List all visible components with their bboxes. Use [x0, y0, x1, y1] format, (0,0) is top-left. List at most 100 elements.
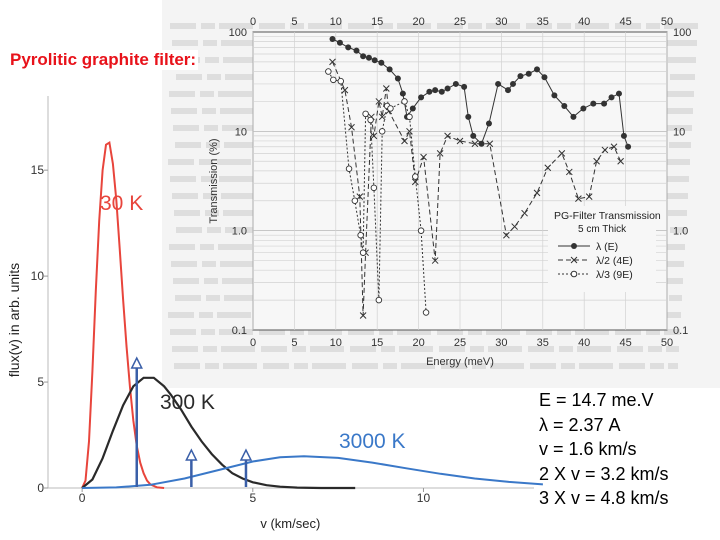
pg-point-filled	[444, 85, 451, 92]
pg-point-filled	[438, 88, 445, 95]
pg-point-cross	[533, 189, 541, 197]
pg-point-cross	[511, 223, 519, 230]
pg-point-cross	[486, 140, 494, 148]
pg-point-filled	[505, 87, 512, 94]
pg-point-filled	[570, 113, 577, 120]
pg-x-tick-top: 45	[619, 16, 631, 28]
pg-point-open	[351, 197, 359, 205]
pg-point-filled	[371, 57, 378, 64]
pg-point-filled	[378, 59, 385, 66]
pg-point-open	[401, 98, 408, 105]
flux-y-tick-label: 5	[37, 375, 44, 389]
pg-point-cross	[585, 193, 593, 201]
velocity-arrow-head	[239, 448, 253, 461]
wavelength-line: λ = 2.37 A	[539, 414, 621, 435]
flux-y-tick-label: 0	[37, 481, 44, 495]
pg-point-open	[325, 68, 332, 75]
pg-point-cross	[401, 137, 408, 145]
pg-y-tick-right: 0.1	[673, 325, 688, 337]
flux-velocity-chart: 0 5 10 15 0 5 10 v (km/sec) flux(v) in arb. unit…	[0, 96, 543, 540]
pg-y-tick-left: 1.0	[232, 226, 247, 238]
flux-x-axis-label: v (km/sec)	[260, 516, 320, 531]
pg-point-cross	[593, 157, 600, 165]
pg-point-filled	[541, 74, 548, 81]
pg-legend-marker	[570, 270, 578, 278]
pg-point-filled	[465, 113, 472, 120]
pg-point-filled	[470, 132, 477, 139]
pg-point-open	[330, 76, 337, 84]
pg-y-tick-right: 1.0	[673, 226, 688, 238]
pg-transmission-chart: 0 0 5 5 10 10 15 15 20 20 25 25 30 30 35 35 40 40 45 45 50 50…	[208, 16, 691, 368]
pg-point-filled	[418, 94, 425, 101]
pg-legend-marker	[570, 256, 578, 264]
pg-point-filled	[495, 80, 502, 87]
pg-x-tick-top: 50	[661, 16, 673, 28]
flux-background-bottom	[162, 388, 534, 540]
velocity-arrow-head	[185, 448, 198, 461]
pg-point-cross	[378, 113, 386, 121]
pg-x-tick-top: 15	[371, 16, 383, 28]
pg-point-filled	[580, 105, 587, 112]
pg-point-filled	[409, 105, 416, 112]
pg-point-cross	[359, 312, 367, 319]
pg-point-filled	[452, 80, 459, 87]
pg-point-filled	[432, 87, 439, 94]
pg-point-filled	[608, 94, 615, 101]
flux-y-tick-label: 15	[31, 163, 45, 177]
flux-curve-label: 300 K	[160, 391, 215, 414]
flux-x-tick-label: 10	[417, 491, 431, 505]
pg-point-filled	[461, 83, 468, 90]
pg-point-filled	[426, 88, 433, 95]
pg-y-axis-label: Transmission (%)	[208, 138, 220, 223]
pg-point-filled	[534, 66, 541, 73]
pg-point-filled	[509, 80, 516, 87]
pg-x-tick-top: 20	[412, 16, 424, 28]
flux-curve-3	[82, 455, 543, 489]
pg-point-filled	[561, 102, 568, 109]
slide-title: Pyrolitic graphite filter:	[8, 50, 199, 70]
pg-legend-marker	[571, 243, 577, 249]
pg-point-filled	[360, 53, 367, 60]
pg-legend-label: λ (E)	[596, 241, 618, 253]
pg-point-filled	[620, 132, 627, 139]
pg-point-cross	[601, 146, 609, 154]
pg-point-open	[406, 113, 413, 121]
pg-x-tick-bottom: 30	[495, 337, 507, 349]
pg-x-tick-top: 25	[454, 16, 466, 28]
pg-point-filled	[551, 92, 558, 99]
pg-legend-label: λ/3 (9E)	[596, 269, 633, 281]
pg-point-filled	[399, 90, 406, 97]
pg-x-tick-bottom: 45	[619, 337, 631, 349]
pg-point-cross	[431, 257, 439, 264]
pg-y-tick-left: 0.1	[232, 325, 247, 337]
pg-point-cross	[558, 150, 566, 157]
pg-point-filled	[336, 39, 343, 46]
pg-point-cross	[370, 132, 378, 140]
pg-point-cross	[503, 231, 510, 239]
pg-point-cross	[382, 85, 390, 92]
pg-point-cross	[565, 168, 573, 176]
pg-point-filled	[353, 47, 360, 54]
pg-point-filled	[329, 36, 336, 43]
pg-point-open	[422, 309, 430, 316]
flux-background-left	[0, 96, 162, 540]
velocity-3x-line: 3 X v = 4.8 km/s	[539, 488, 669, 508]
pg-point-open	[412, 173, 419, 180]
pg-x-tick-bottom: 50	[661, 337, 673, 349]
flux-x-tick-label: 5	[249, 491, 256, 505]
pg-point-cross	[411, 178, 419, 186]
pg-x-tick-bottom: 10	[330, 337, 342, 349]
pg-point-cross	[341, 86, 349, 94]
pg-point-filled	[386, 66, 393, 73]
pg-point-filled	[601, 100, 608, 107]
pg-point-filled	[485, 120, 492, 127]
pg-legend-subtitle: 5 cm Thick	[578, 224, 627, 235]
flux-y-axis-label: flux(v) in arb. units	[6, 263, 22, 377]
pg-point-cross	[329, 58, 336, 66]
pg-point-open	[359, 249, 367, 256]
pg-x-tick-top: 30	[495, 16, 507, 28]
flux-curve-label: 30 K	[100, 192, 143, 215]
pg-x-axis-label: Energy (meV)	[426, 356, 494, 368]
